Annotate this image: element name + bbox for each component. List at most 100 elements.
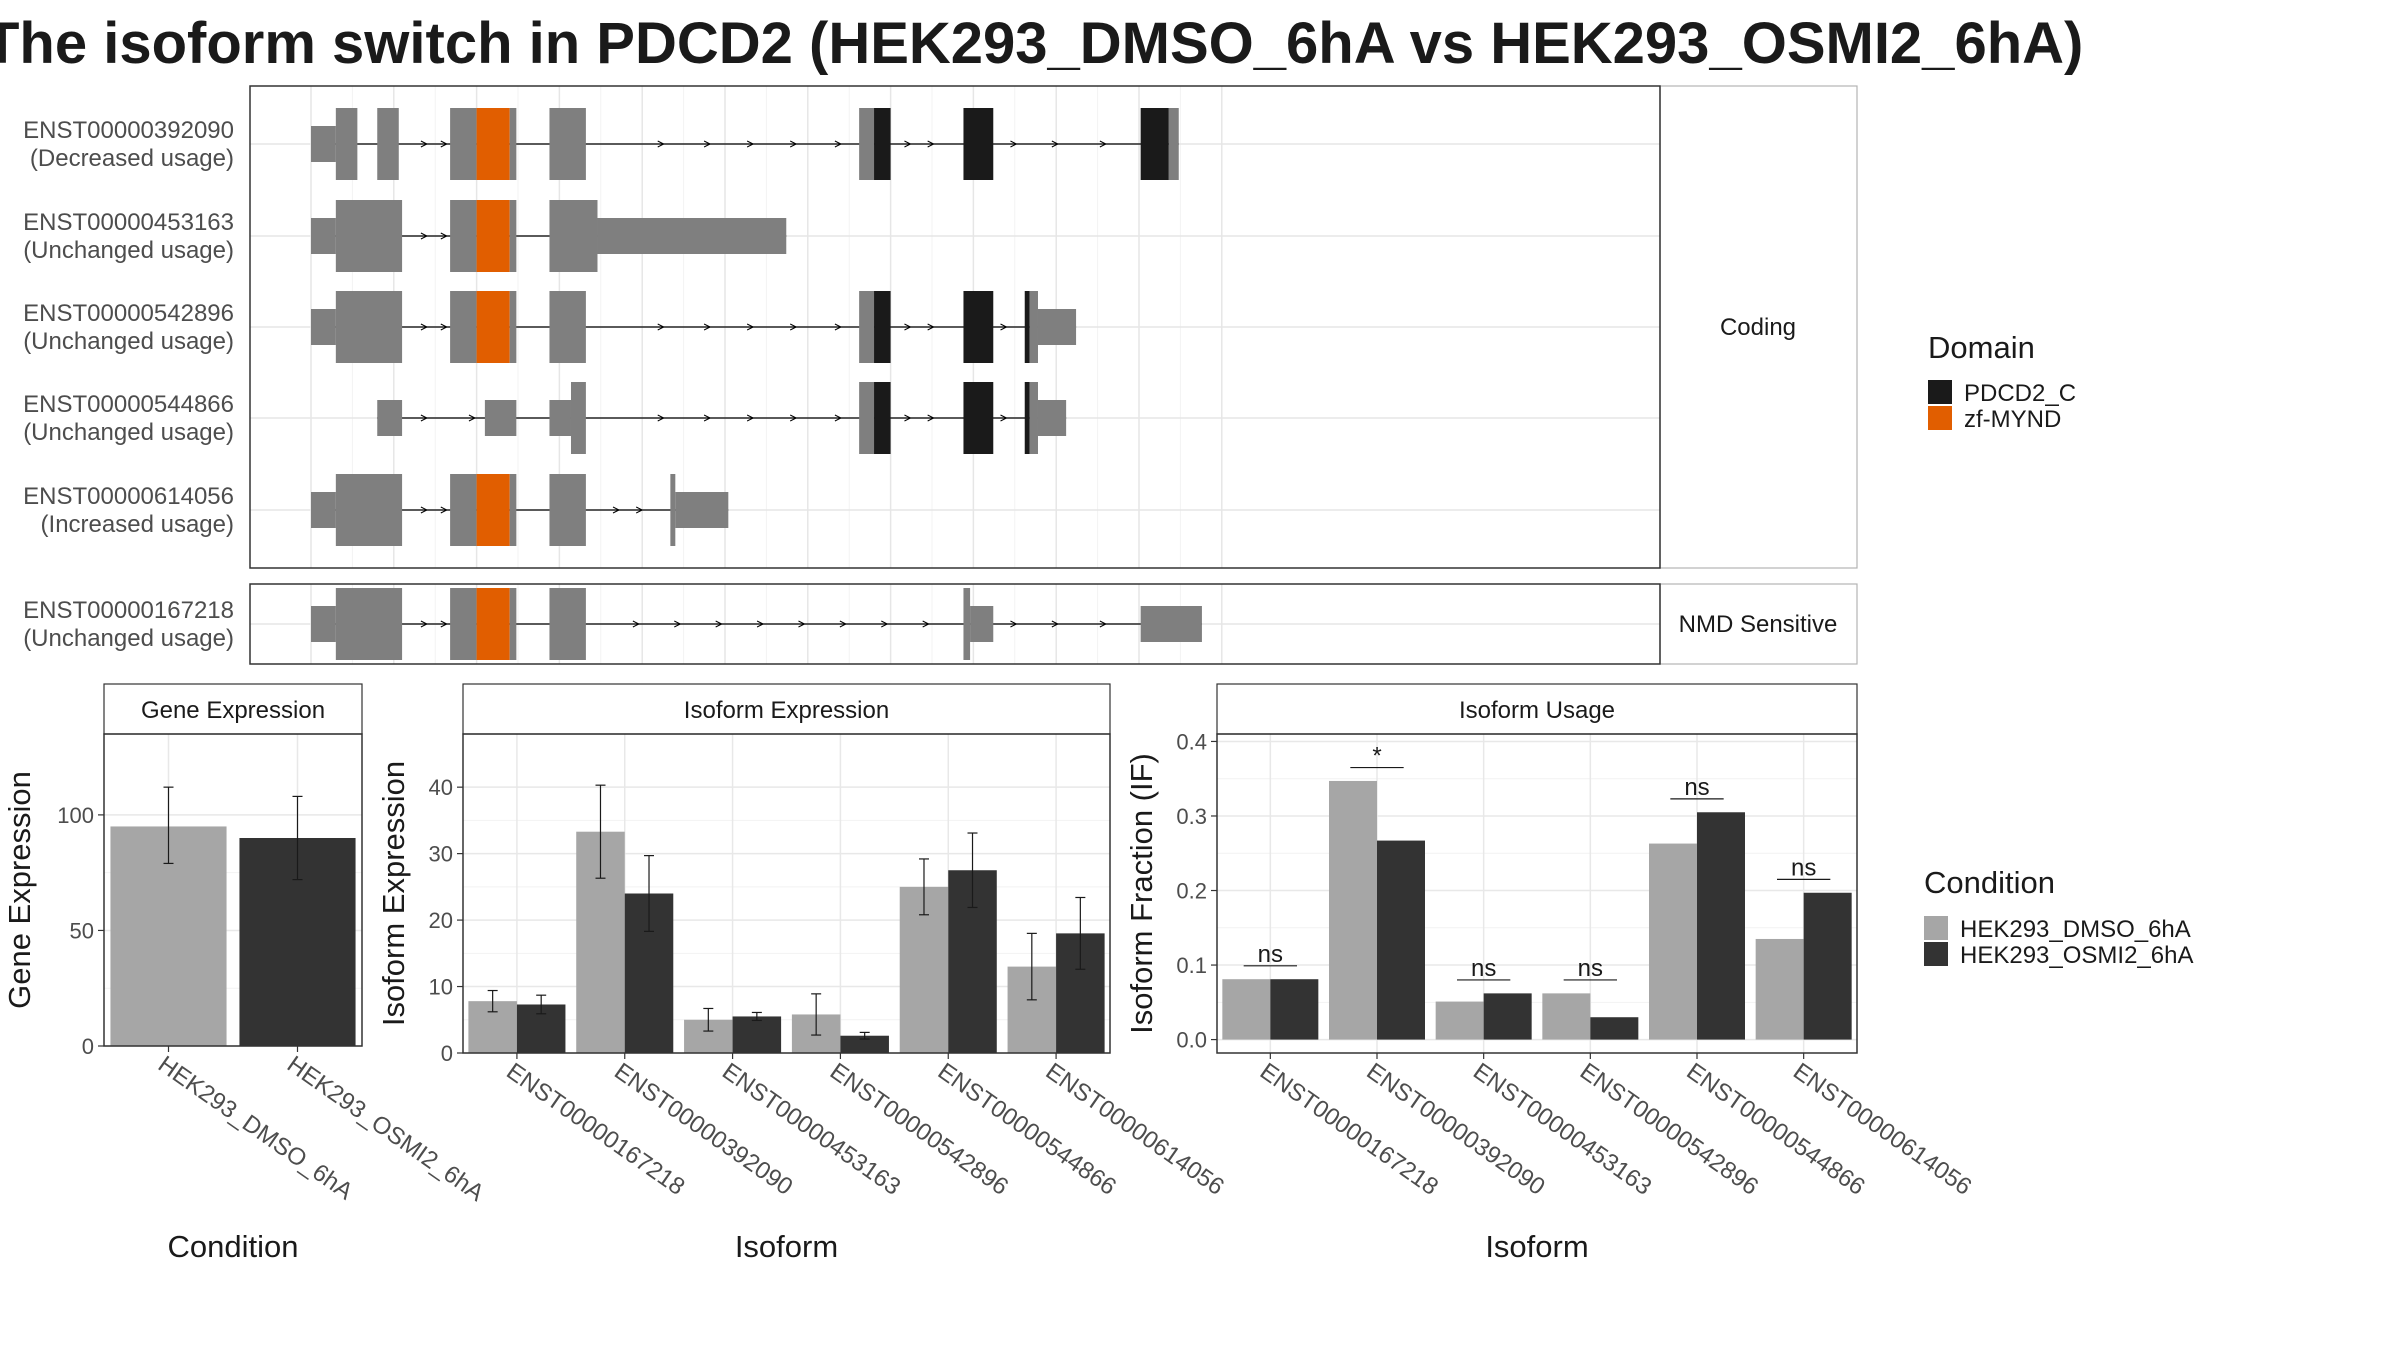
bar	[1590, 1017, 1639, 1040]
strand-arrow	[703, 140, 712, 148]
transcript-usage: (Unchanged usage)	[23, 419, 234, 446]
exon-zf-mynd-domain	[476, 474, 510, 546]
significance-label: ns	[1578, 955, 1603, 982]
gene-expression-chart: Gene Expression050100HEK293_DMSO_6hAHEK2…	[2, 683, 489, 1264]
strand-arrow	[1099, 140, 1107, 148]
x-tick-label: ENST00000614056	[1041, 1058, 1229, 1201]
exon-zf-mynd-domain	[476, 291, 510, 363]
x-tick-label: ENST00000542896	[825, 1058, 1013, 1201]
strand-arrow	[834, 323, 843, 331]
exon	[335, 588, 403, 660]
transcript-row	[311, 588, 1202, 660]
exon	[450, 291, 477, 363]
condition-legend-label: HEK293_OSMI2_6hA	[1960, 942, 2193, 969]
bar	[732, 1016, 782, 1053]
exon-zf-mynd-domain	[476, 200, 510, 272]
significance-label: ns	[1258, 941, 1283, 968]
condition-legend-label: HEK293_DMSO_6hA	[1960, 916, 2191, 943]
bar	[1435, 1001, 1484, 1040]
strand-arrow	[674, 620, 682, 628]
exon-pdcd2-domain	[874, 382, 891, 454]
x-tick-label: ENST00000542896	[1575, 1058, 1763, 1201]
y-tick-label: 0.4	[1176, 729, 1207, 754]
exon	[311, 126, 336, 162]
strand-arrow	[1010, 140, 1018, 148]
transcript-usage: (Unchanged usage)	[23, 237, 234, 264]
plot-background	[1217, 734, 1857, 1053]
exon	[1029, 291, 1038, 363]
significance-label: ns	[1791, 854, 1816, 881]
transcript-id: ENST00000453163	[23, 209, 234, 236]
transcript-id: ENST00000542896	[23, 300, 234, 327]
exon	[377, 400, 403, 436]
x-tick-label: ENST00000167218	[1255, 1058, 1443, 1201]
strand-arrow	[904, 414, 912, 422]
strand-arrow	[440, 506, 448, 514]
strand-arrow	[420, 506, 429, 514]
y-tick-label: 0	[82, 1034, 94, 1059]
strand-arrow	[440, 140, 448, 148]
exon	[311, 309, 336, 345]
exon	[509, 474, 517, 546]
strand-arrow	[789, 414, 798, 422]
exon	[484, 400, 517, 436]
exon	[377, 108, 399, 180]
transcript-row	[311, 291, 1077, 363]
strand-arrow	[440, 232, 448, 240]
bar	[1697, 812, 1745, 1040]
strand-arrow	[1099, 620, 1107, 628]
strand-arrow	[635, 506, 644, 514]
exon-pdcd2-domain	[963, 291, 994, 363]
transcript-id: ENST00000614056	[23, 483, 234, 510]
transcript-row	[311, 108, 1179, 180]
transcript-structure-panel: Coding NMD Sensitive ENST00000392090 (Decre…	[23, 85, 1858, 665]
bar	[840, 1035, 889, 1053]
domain-legend-label: PDCD2_C	[1964, 380, 2076, 407]
exon	[670, 474, 676, 546]
facet-strip-label: NMD Sensitive	[1679, 611, 1838, 638]
exon	[450, 108, 477, 180]
strand-arrow	[1000, 414, 1008, 422]
y-tick-label: 0.1	[1176, 953, 1207, 978]
chart-title-text: The isoform switch in PDCD2 (HEK293_DMSO…	[0, 11, 2084, 76]
plot-border	[1216, 733, 1858, 1054]
y-tick-label: 40	[429, 775, 453, 800]
y-tick-label: 10	[429, 975, 453, 1000]
isoform-usage-chart: Isoform Usage ns * ns ns ns ns 0.0 0.1 0.2 0.3 0.4 E…	[1124, 683, 1976, 1264]
chart-panel-title: Isoform Expression	[684, 697, 889, 724]
exon	[963, 588, 971, 660]
exon	[509, 108, 517, 180]
exon-pdcd2-domain	[874, 108, 891, 180]
facet-strip	[1216, 683, 1858, 735]
exon	[1168, 108, 1179, 180]
transcript-label: ENST00000167218 (Unchanged usage)	[23, 597, 234, 652]
strand-arrow	[440, 620, 448, 628]
facet-strip	[1659, 583, 1858, 665]
strand-arrow	[420, 323, 429, 331]
chart-title: The isoform switch in PDCD2 (HEK293_DMSO…	[0, 4, 2400, 84]
exon-zf-mynd-domain	[476, 588, 510, 660]
transcript-row	[377, 382, 1067, 454]
strand-arrow	[657, 323, 665, 331]
bar	[1222, 979, 1271, 1040]
transcript-id: ENST00000392090	[23, 117, 234, 144]
x-tick-label: ENST00000544866	[933, 1058, 1121, 1201]
strand-arrow	[756, 620, 765, 628]
y-tick-label: 50	[70, 918, 94, 943]
bar	[1329, 780, 1377, 1040]
bar	[1542, 993, 1591, 1040]
exon	[509, 291, 517, 363]
y-tick-label: 0.2	[1176, 879, 1207, 904]
transcript-id: ENST00000544866	[23, 391, 234, 418]
strand-arrow	[1051, 140, 1059, 148]
strand-arrow	[440, 323, 448, 331]
exon	[450, 588, 477, 660]
strand-arrow	[922, 620, 930, 628]
exon	[1140, 606, 1202, 642]
facet-strip	[103, 683, 363, 735]
transcript-usage: (Unchanged usage)	[23, 328, 234, 355]
strand-arrow	[703, 414, 712, 422]
strand-arrow	[927, 323, 935, 331]
plot-border	[462, 733, 1111, 1054]
bar	[1649, 843, 1697, 1040]
